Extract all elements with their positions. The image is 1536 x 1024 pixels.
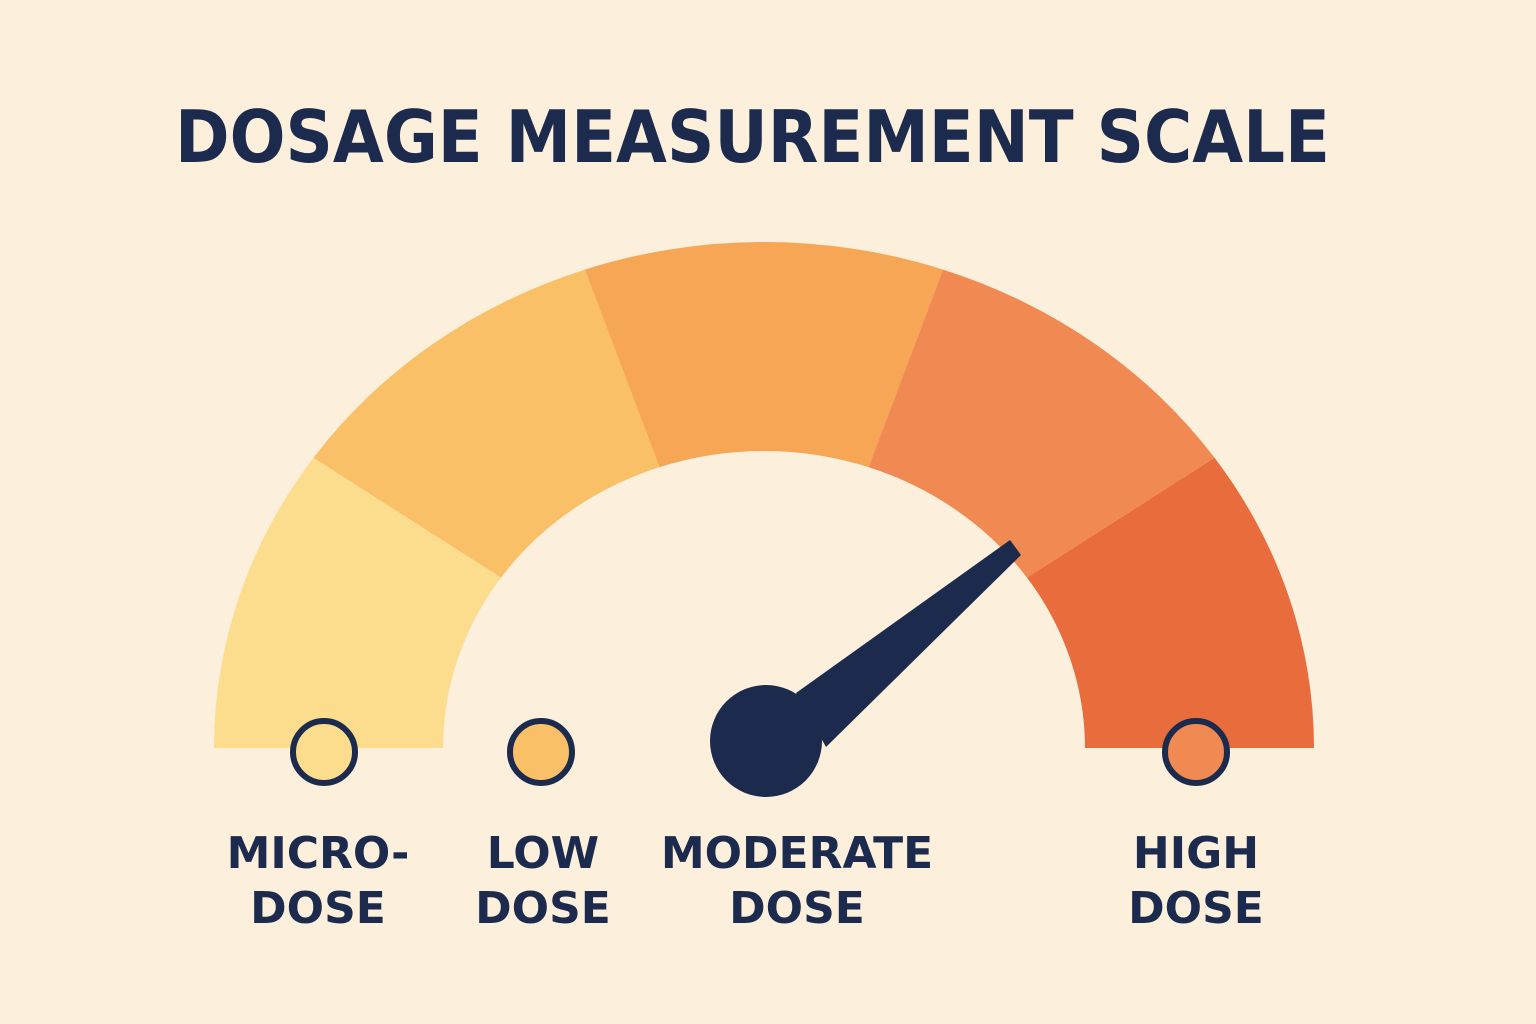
gauge-segment [214,457,502,748]
needle-hub [710,685,822,797]
dose-label: DOSE [729,883,865,934]
needle-pointer [796,540,1021,747]
gauge-segment [868,269,1215,578]
dose-label: DOSE [475,883,611,934]
marker-dot [290,718,358,786]
dose-label: DOSE [1128,883,1264,934]
gauge-segment [313,269,660,578]
needle [710,540,1021,797]
dose-label: HIGH [1133,828,1259,879]
title: DOSAGE MEASUREMENT SCALE [175,95,1330,179]
gauge-segment [1026,457,1314,748]
gauge [214,242,1314,748]
dose-label: MICRO- [227,828,410,879]
gauge-segment [584,242,944,468]
marker-dot [1162,718,1230,786]
marker-dot [507,718,575,786]
dose-label: DOSE [250,883,386,934]
dose-label: LOW [487,828,599,879]
dose-label: MODERATE [661,828,933,879]
